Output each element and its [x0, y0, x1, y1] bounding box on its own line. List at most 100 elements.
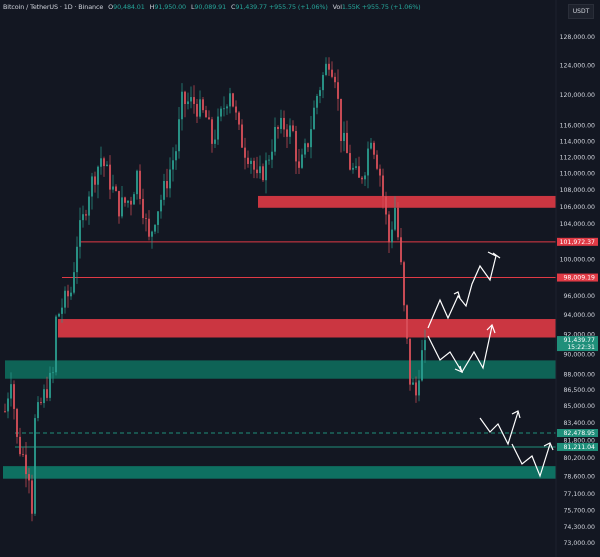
symbol-title[interactable]: Bitcoin / TetherUS · 1D · Binance: [3, 3, 104, 11]
price-label: 101,972.37: [560, 239, 595, 246]
arrow-path-w-3: [511, 443, 551, 478]
candle-down: [31, 480, 33, 514]
candle-down: [334, 76, 336, 83]
symbol-header: Bitcoin / TetherUS · 1D · Binance O90,48…: [3, 3, 421, 11]
price-labels: 101,972.37 98,009.19 82,478.95 81,211.04 91,…: [557, 237, 598, 451]
candle-up: [55, 316, 57, 373]
candle-down: [142, 198, 144, 219]
candle-up: [10, 384, 12, 399]
candle-up: [394, 207, 396, 230]
arrow-path-w-2: [479, 411, 519, 446]
price-label-box: [557, 336, 598, 352]
candle-up: [97, 166, 99, 185]
candle-down: [193, 97, 195, 104]
candle-down: [115, 186, 117, 192]
candle-down: [19, 436, 21, 455]
candle-up: [91, 176, 93, 197]
candle-up: [160, 199, 162, 212]
candle-up: [76, 246, 78, 273]
candle-up: [322, 75, 324, 91]
candle-up: [367, 148, 369, 176]
candle-up: [58, 313, 60, 317]
candle-up: [280, 117, 282, 129]
candle-up: [136, 170, 138, 195]
projection-arrows: [427, 251, 554, 478]
open-value: 90,484.01: [113, 3, 145, 11]
candle-up: [214, 139, 216, 144]
candle-down: [277, 126, 279, 129]
candle-down: [235, 106, 237, 113]
candle-down: [16, 408, 18, 437]
candle-up: [274, 126, 276, 152]
candle-up: [169, 169, 171, 189]
price-tick-label: 94,000.00: [564, 312, 596, 319]
candle-down: [67, 290, 69, 297]
candle-down: [109, 164, 111, 190]
price-tick-label: 85,000.00: [564, 403, 596, 410]
high-value: 91,950.00: [154, 3, 187, 11]
candle-down: [241, 124, 243, 148]
candle-up: [220, 108, 222, 117]
candle-up: [190, 97, 192, 102]
candle-down: [388, 214, 390, 243]
candle-up: [355, 166, 357, 168]
candle-down: [331, 69, 333, 77]
candle-down: [244, 147, 246, 158]
price-tick-label: 90,000.00: [564, 351, 596, 358]
price-label: 82,478.95: [564, 430, 596, 437]
candle-up: [64, 290, 66, 308]
price-tick-label: 116,000.00: [560, 123, 595, 130]
close-label: C: [230, 3, 236, 11]
price-axis[interactable]: 128,000.00 124,000.00 120,000.00 116,000.00…: [560, 34, 595, 547]
low-value: 90,089.91: [194, 3, 227, 11]
zones: [3, 195, 556, 479]
candle-down: [247, 157, 249, 164]
candle-up: [223, 108, 225, 110]
currency-button[interactable]: USDT: [568, 4, 594, 19]
candle-up: [163, 180, 165, 200]
candle-up: [151, 231, 153, 237]
volume-change: +955.75 (+1.06%): [361, 3, 421, 11]
candle-down: [166, 180, 168, 189]
price-tick-label: 88,000.00: [564, 372, 596, 379]
candle-up: [229, 93, 231, 107]
price-tick-label: 80,200.00: [564, 455, 596, 462]
candle-up: [343, 132, 345, 142]
arrow-path-up-1: [427, 251, 497, 329]
candle-up: [112, 186, 114, 190]
candle-down: [139, 170, 141, 199]
arrow-path-up-2: [492, 252, 501, 259]
price-tick-label: 112,000.00: [560, 154, 595, 161]
candle-up: [100, 158, 102, 167]
candle-down: [337, 82, 339, 99]
candle-up: [43, 389, 45, 404]
arrow-head-1: [453, 291, 461, 299]
price-tick-label: 81,800.00: [564, 437, 596, 444]
candle-up: [310, 129, 312, 148]
candle-up: [325, 63, 327, 76]
candle-up: [49, 372, 51, 398]
candle-down: [307, 143, 309, 148]
candle-up: [79, 220, 81, 247]
candle-up: [421, 350, 423, 381]
price-tick-label: 78,600.00: [564, 473, 596, 480]
candle-up: [364, 175, 366, 180]
candle-down: [256, 169, 258, 174]
candle-down: [406, 305, 408, 339]
candle-up: [34, 418, 36, 514]
price-tick-label: 120,000.00: [560, 92, 595, 99]
candle-down: [400, 237, 402, 263]
change-value: +955.75 (+1.06%): [268, 3, 328, 11]
candle-down: [349, 153, 351, 170]
candle-down: [196, 103, 198, 117]
candle-up: [88, 196, 90, 216]
candle-down: [397, 207, 399, 238]
candle-down: [340, 98, 342, 142]
candle-up: [127, 200, 129, 203]
candle-down: [184, 91, 186, 105]
demand-zone: [3, 466, 556, 479]
candle-down: [205, 110, 207, 118]
candle-up: [172, 160, 174, 170]
candle-up: [268, 159, 270, 161]
